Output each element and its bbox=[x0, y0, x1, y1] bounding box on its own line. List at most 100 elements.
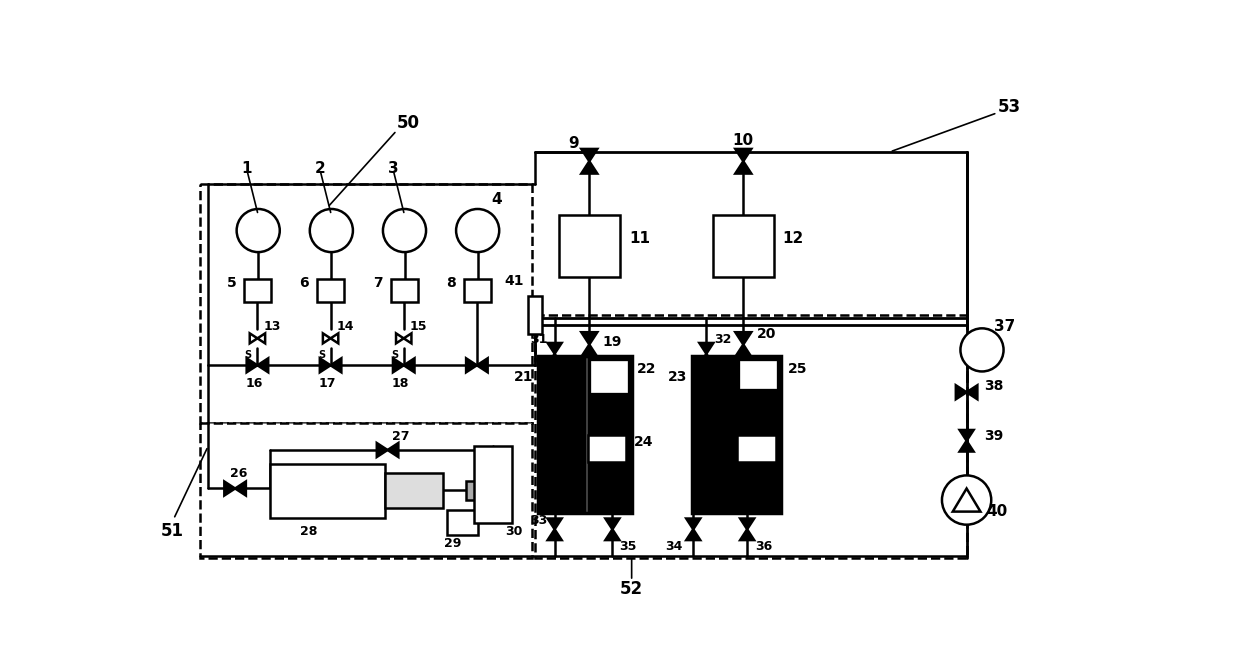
Text: 4: 4 bbox=[491, 192, 502, 207]
Text: 17: 17 bbox=[319, 377, 336, 389]
Polygon shape bbox=[605, 519, 620, 529]
Text: 51: 51 bbox=[160, 522, 184, 540]
Bar bbox=[244, 279, 272, 302]
Bar bbox=[466, 481, 477, 500]
Polygon shape bbox=[477, 358, 487, 373]
Text: 53: 53 bbox=[997, 98, 1021, 117]
Bar bbox=[558, 215, 620, 277]
Polygon shape bbox=[740, 529, 754, 540]
Polygon shape bbox=[404, 358, 414, 373]
Text: 39: 39 bbox=[983, 429, 1003, 443]
Circle shape bbox=[383, 209, 427, 252]
Polygon shape bbox=[699, 354, 713, 364]
Bar bbox=[590, 361, 627, 392]
Polygon shape bbox=[686, 519, 701, 529]
Text: 24: 24 bbox=[634, 436, 653, 450]
Polygon shape bbox=[735, 344, 751, 357]
Text: 33: 33 bbox=[531, 515, 548, 527]
Text: 29: 29 bbox=[444, 537, 461, 551]
Text: 38: 38 bbox=[983, 379, 1003, 393]
Polygon shape bbox=[331, 358, 341, 373]
Bar bbox=[464, 279, 491, 302]
Polygon shape bbox=[377, 443, 388, 457]
Polygon shape bbox=[735, 332, 751, 344]
Text: 7: 7 bbox=[373, 276, 382, 290]
Polygon shape bbox=[548, 519, 562, 529]
Text: 5: 5 bbox=[227, 276, 236, 290]
Bar bbox=[538, 356, 631, 513]
Text: 18: 18 bbox=[392, 377, 409, 389]
Text: S: S bbox=[317, 350, 325, 360]
Text: 23: 23 bbox=[668, 370, 687, 384]
Text: 13: 13 bbox=[263, 320, 280, 333]
Circle shape bbox=[942, 476, 991, 525]
Text: 16: 16 bbox=[246, 377, 263, 389]
Text: 32: 32 bbox=[714, 334, 732, 346]
Polygon shape bbox=[960, 441, 973, 452]
Text: 8: 8 bbox=[446, 276, 455, 290]
Polygon shape bbox=[735, 161, 751, 174]
Text: 36: 36 bbox=[755, 540, 773, 553]
Text: 34: 34 bbox=[666, 540, 683, 553]
Polygon shape bbox=[582, 344, 598, 357]
Text: 11: 11 bbox=[629, 230, 650, 246]
Bar bbox=[693, 358, 735, 512]
Polygon shape bbox=[247, 358, 258, 373]
Bar bbox=[713, 215, 774, 277]
Text: 14: 14 bbox=[336, 320, 353, 333]
Text: 10: 10 bbox=[733, 133, 754, 148]
Bar bbox=[201, 184, 532, 423]
Polygon shape bbox=[582, 161, 598, 174]
Text: 52: 52 bbox=[620, 580, 644, 598]
Polygon shape bbox=[393, 358, 404, 373]
Text: 1: 1 bbox=[242, 161, 252, 176]
Polygon shape bbox=[740, 519, 754, 529]
Text: 20: 20 bbox=[756, 328, 776, 342]
Circle shape bbox=[456, 209, 500, 252]
Bar bbox=[446, 510, 477, 535]
Text: 50: 50 bbox=[397, 114, 420, 132]
Bar bbox=[737, 435, 776, 462]
Bar bbox=[692, 356, 781, 513]
Bar bbox=[270, 464, 386, 518]
Text: 22: 22 bbox=[637, 362, 657, 376]
Polygon shape bbox=[686, 529, 701, 540]
Bar bbox=[317, 279, 345, 302]
Bar bbox=[528, 296, 542, 334]
Text: 40: 40 bbox=[987, 504, 1008, 519]
Polygon shape bbox=[960, 430, 973, 441]
Text: 6: 6 bbox=[300, 276, 309, 290]
Text: 37: 37 bbox=[994, 320, 1016, 334]
Circle shape bbox=[310, 209, 353, 252]
Bar bbox=[474, 446, 512, 523]
Polygon shape bbox=[236, 482, 246, 496]
Text: 41: 41 bbox=[505, 273, 523, 287]
Text: 28: 28 bbox=[300, 525, 317, 538]
Text: 31: 31 bbox=[531, 334, 548, 346]
Bar bbox=[740, 361, 776, 389]
Bar bbox=[391, 279, 418, 302]
Polygon shape bbox=[548, 354, 562, 364]
Text: 35: 35 bbox=[619, 540, 636, 553]
Polygon shape bbox=[320, 358, 331, 373]
Polygon shape bbox=[735, 149, 751, 161]
Text: 15: 15 bbox=[409, 320, 427, 333]
Bar bbox=[386, 473, 443, 508]
Circle shape bbox=[961, 328, 1003, 371]
Text: 12: 12 bbox=[782, 230, 804, 246]
Text: 25: 25 bbox=[787, 362, 807, 376]
Bar bbox=[737, 358, 780, 512]
Polygon shape bbox=[605, 529, 620, 540]
Polygon shape bbox=[967, 385, 977, 399]
Text: 3: 3 bbox=[388, 161, 398, 176]
Bar bbox=[588, 435, 626, 462]
Bar bbox=[201, 423, 532, 558]
Polygon shape bbox=[548, 343, 562, 354]
Text: 21: 21 bbox=[515, 370, 533, 384]
Text: 30: 30 bbox=[505, 525, 522, 538]
Text: 27: 27 bbox=[392, 430, 409, 444]
Polygon shape bbox=[258, 358, 268, 373]
Text: 26: 26 bbox=[231, 466, 248, 480]
Bar bbox=[539, 358, 585, 512]
Polygon shape bbox=[582, 332, 598, 344]
